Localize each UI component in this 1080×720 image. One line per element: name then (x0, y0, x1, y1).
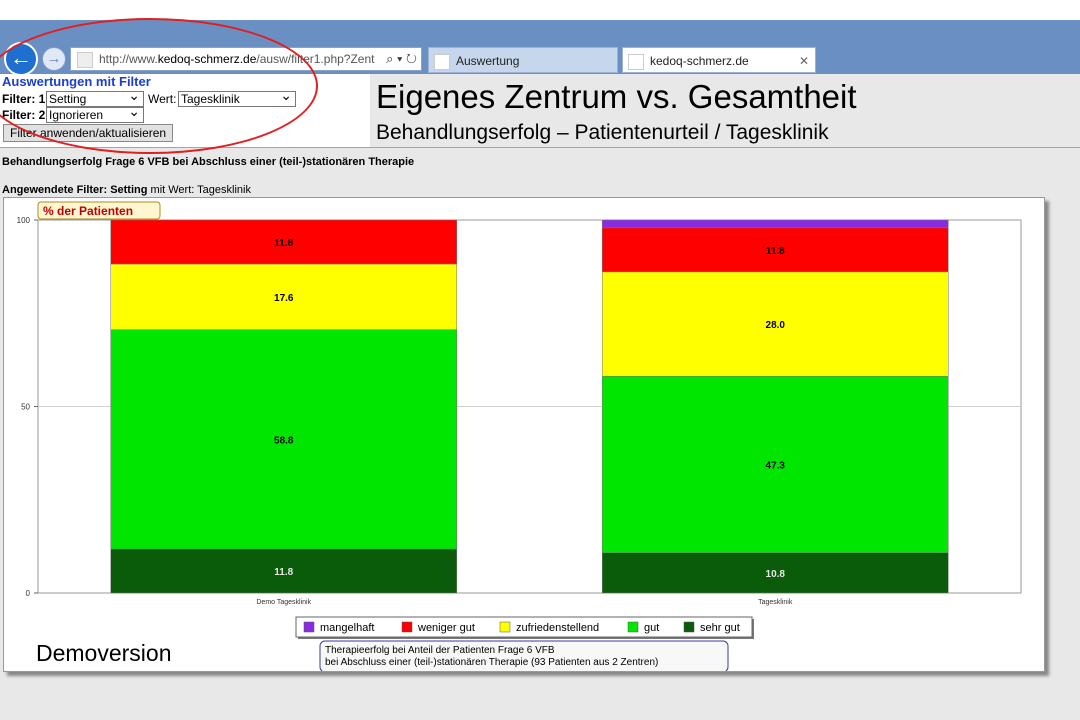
note-line: Therapieerfolg bei Anteil der Patienten … (325, 645, 555, 656)
bar-value-label: 47.3 (766, 461, 786, 472)
demo-watermark: Demoversion (36, 640, 172, 666)
refresh-icon[interactable]: ↻ (406, 51, 417, 66)
applied-suffix: mit Wert: Tagesklinik (150, 184, 251, 196)
tab-title: Auswertung (456, 54, 520, 68)
legend-swatch (683, 621, 695, 633)
tab-title: kedoq-schmerz.de (650, 54, 749, 68)
legend-swatch (303, 621, 315, 633)
tab-auswertung[interactable]: Auswertung (428, 47, 618, 73)
slide-subtitle: Behandlungserfolg – Patientenurteil / Ta… (376, 121, 829, 144)
legend-label: weniger gut (417, 622, 475, 634)
bar-segment (110, 219, 457, 265)
divider (0, 147, 1080, 148)
chart-title-box (37, 201, 161, 220)
stacked-bar-chart: 0 50 100 11.8 58.8 17.6 11.8 Demo Tagesklinik 10… (17, 201, 1022, 671)
chart-title: % der Patienten (43, 204, 133, 218)
legend-swatch (401, 621, 413, 633)
bar-value-label: 28.0 (766, 320, 786, 331)
chart-container: 0 50 100 11.8 58.8 17.6 11.8 Demo Tagesklinik 10… (3, 197, 1045, 672)
applied-filter: Setting (110, 184, 148, 196)
applied-prefix: Angewendete Filter: (2, 184, 108, 196)
legend-label: zufriedenstellend (516, 622, 599, 634)
y-tick-label: 100 (17, 216, 31, 225)
bar-value-label: 11.8 (274, 567, 293, 578)
tab-page-icon (628, 53, 644, 70)
bar-value-label: 58.8 (274, 435, 294, 446)
bar-segment (602, 271, 949, 377)
address-tools: ⌕ ▾ ↻ (386, 51, 417, 66)
applied-filter-text: Angewendete Filter: Setting mit Wert: Ta… (2, 184, 251, 196)
bar-segment (602, 219, 949, 229)
bar-segment (110, 263, 457, 330)
y-tick-label: 50 (21, 403, 30, 412)
highlight-oval (0, 18, 318, 154)
bar-value-label: 11.8 (766, 246, 785, 257)
legend-label: mangelhaft (320, 622, 374, 634)
bar-segment (602, 227, 949, 273)
bar-value-label: 17.6 (274, 293, 294, 304)
bar-value-label: 10.8 (766, 569, 786, 580)
tab-kedoq[interactable]: kedoq-schmerz.de ✕ (622, 47, 816, 73)
bar-segment (602, 552, 949, 594)
legend-label: sehr gut (700, 622, 740, 634)
note-box (319, 640, 729, 671)
x-category-label: Demo Tagesklinik (256, 599, 311, 606)
top-strip (0, 0, 1080, 20)
question-text: Behandlungserfolg Frage 6 VFB bei Abschl… (2, 156, 415, 168)
legend-label: gut (644, 622, 659, 634)
slide-title: Eigenes Zentrum vs. Gesamtheit (376, 78, 857, 115)
search-icon[interactable]: ⌕ (386, 51, 394, 66)
bar-segment (110, 329, 457, 550)
close-tab-icon[interactable]: ✕ (798, 54, 809, 68)
tab-page-icon (434, 53, 450, 70)
y-tick-label: 0 (26, 589, 31, 598)
legend-swatch (499, 621, 511, 633)
x-category-label: Tagesklinik (758, 599, 793, 606)
legend-swatch (627, 621, 639, 633)
bar-value-label: 11.8 (274, 238, 293, 249)
bar-segment (110, 548, 457, 594)
note-line: bei Abschluss einer (teil-)stationären T… (325, 657, 658, 668)
